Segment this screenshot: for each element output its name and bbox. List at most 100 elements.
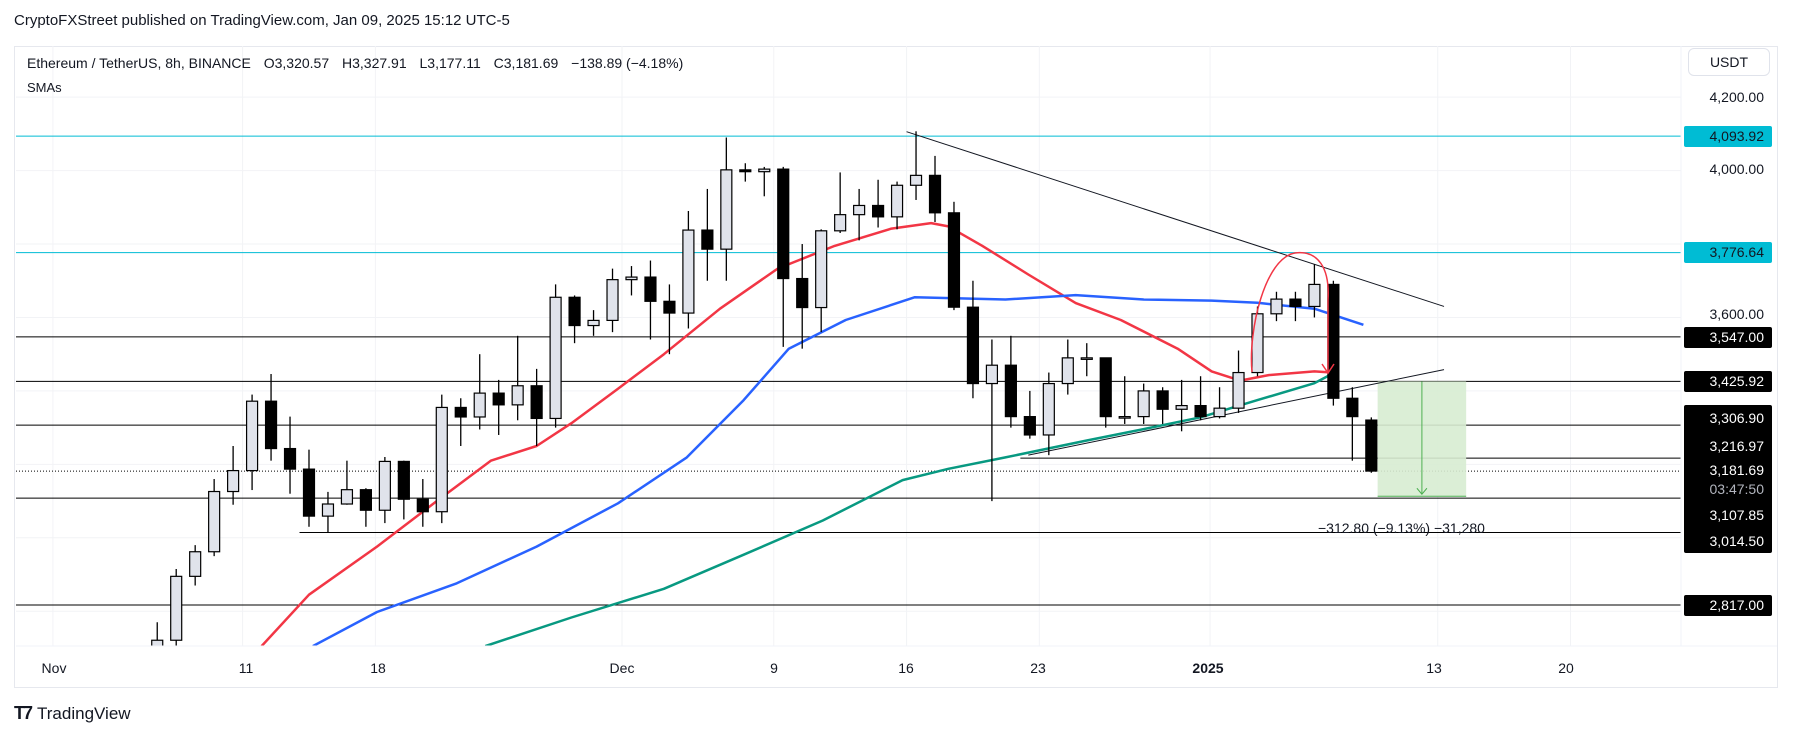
candle-up xyxy=(834,214,847,232)
candle-down xyxy=(1099,357,1112,418)
candle-up xyxy=(1118,416,1131,419)
candle-down xyxy=(264,400,278,450)
sma-line-0 xyxy=(260,221,1332,646)
level-label-3014: 3,014.50 xyxy=(1684,531,1772,552)
candle-down xyxy=(1194,404,1207,418)
candle-down xyxy=(1289,298,1302,308)
candle-up xyxy=(890,184,904,218)
tick-label: 4,200.00 xyxy=(1709,89,1765,105)
candle-down xyxy=(454,406,467,418)
candle-down xyxy=(530,385,543,420)
candle-down xyxy=(1327,283,1340,399)
bar-countdown: 03:47:50 xyxy=(1684,479,1772,500)
candle-up xyxy=(1251,313,1264,374)
candle-down xyxy=(701,229,714,250)
time-label: 13 xyxy=(1426,660,1442,676)
legend: Ethereum / TetherUS, 8h, BINANCE O3,320.… xyxy=(27,55,692,71)
candle-up xyxy=(435,406,448,513)
time-label: 9 xyxy=(770,660,778,676)
time-label: Dec xyxy=(609,660,635,676)
candle-up xyxy=(606,279,619,322)
time-label: 23 xyxy=(1030,660,1046,676)
red-arrow-head-icon xyxy=(1321,363,1335,375)
chart-frame xyxy=(14,46,1778,688)
candle-up xyxy=(473,392,486,418)
candle-down xyxy=(966,306,980,385)
time-label: 18 xyxy=(370,660,386,676)
candle-down xyxy=(283,447,297,470)
candle-up xyxy=(625,276,638,281)
projection-arrow-head-icon xyxy=(1416,487,1428,496)
candle-down xyxy=(777,168,790,280)
level-label-3216: 3,216.97 xyxy=(1684,436,1772,457)
candle-up xyxy=(1213,407,1226,418)
candle-up xyxy=(909,174,923,186)
candle-up xyxy=(1232,371,1245,409)
candle-up xyxy=(321,503,335,517)
candle-up xyxy=(170,575,183,641)
level-label-3306: 3,306.90 xyxy=(1684,408,1772,429)
trendline xyxy=(906,131,1445,307)
candle-up xyxy=(245,400,259,472)
candle-up xyxy=(511,385,524,406)
candle-up xyxy=(189,551,202,577)
indicator-legend-smas[interactable]: SMAs xyxy=(27,80,62,95)
tick-label: 3,600.00 xyxy=(1709,306,1765,322)
red-annotation xyxy=(1250,252,1335,375)
legend-low: L3,177.11 xyxy=(419,55,481,71)
candle-up xyxy=(682,229,695,314)
time-label: 2025 xyxy=(1192,660,1224,676)
trendline xyxy=(1028,369,1445,456)
tick-label: 4,000.00 xyxy=(1709,161,1765,177)
candle-down xyxy=(644,276,657,302)
candle-down xyxy=(796,277,809,309)
candle-up xyxy=(208,490,221,553)
candle-up xyxy=(378,460,391,511)
time-label: 20 xyxy=(1558,660,1574,676)
candle-up xyxy=(549,296,562,420)
candle-down xyxy=(928,174,942,214)
candle-up xyxy=(227,469,240,493)
publish-line: CryptoFXStreet published on TradingView.… xyxy=(14,12,510,29)
tradingview-logo-text: TradingView xyxy=(37,703,131,723)
candle-down xyxy=(1004,364,1017,418)
candle-down xyxy=(1365,419,1378,472)
candle-down xyxy=(947,212,961,308)
legend-high: H3,327.91 xyxy=(342,55,407,71)
level-label-3547: 3,547.00 xyxy=(1684,327,1772,348)
candle-up xyxy=(1308,283,1321,308)
sma-line-2 xyxy=(484,372,1333,646)
sma-line-1 xyxy=(312,293,1364,646)
candle-up xyxy=(1270,298,1283,315)
tradingview-logo-icon: T7 xyxy=(14,703,33,723)
candle-up xyxy=(151,639,164,646)
candle-up xyxy=(758,168,771,173)
legend-close: C3,181.69 xyxy=(493,55,559,71)
last-price-label: 3,181.69 xyxy=(1684,460,1772,481)
currency-button[interactable]: USDT xyxy=(1688,48,1770,76)
candle-down xyxy=(663,300,676,314)
candle-up xyxy=(720,169,733,250)
candle-down xyxy=(359,489,373,511)
level-label-3107: 3,107.85 xyxy=(1684,505,1772,526)
candle-up xyxy=(1137,390,1150,418)
legend-open: O3,320.57 xyxy=(263,55,330,71)
level-label-3425: 3,425.92 xyxy=(1684,371,1772,392)
sma-lines xyxy=(260,221,1364,646)
candles xyxy=(151,131,1378,646)
candle-down xyxy=(739,169,752,173)
tradingview-logo[interactable]: T7 TradingView xyxy=(14,703,131,724)
legend-symbol[interactable]: Ethereum / TetherUS, 8h, BINANCE xyxy=(27,55,251,71)
candle-down xyxy=(492,392,505,406)
candle-down xyxy=(1156,390,1169,410)
candle-up xyxy=(1080,357,1093,360)
candle-down xyxy=(302,468,316,517)
candle-down xyxy=(416,498,429,513)
candle-up xyxy=(1175,404,1188,410)
level-label-3776: 3,776.64 xyxy=(1684,242,1772,263)
time-label: 11 xyxy=(238,660,254,676)
level-label-2817: 2,817.00 xyxy=(1684,595,1772,616)
time-label: Nov xyxy=(41,660,67,676)
time-label: 16 xyxy=(898,660,914,676)
